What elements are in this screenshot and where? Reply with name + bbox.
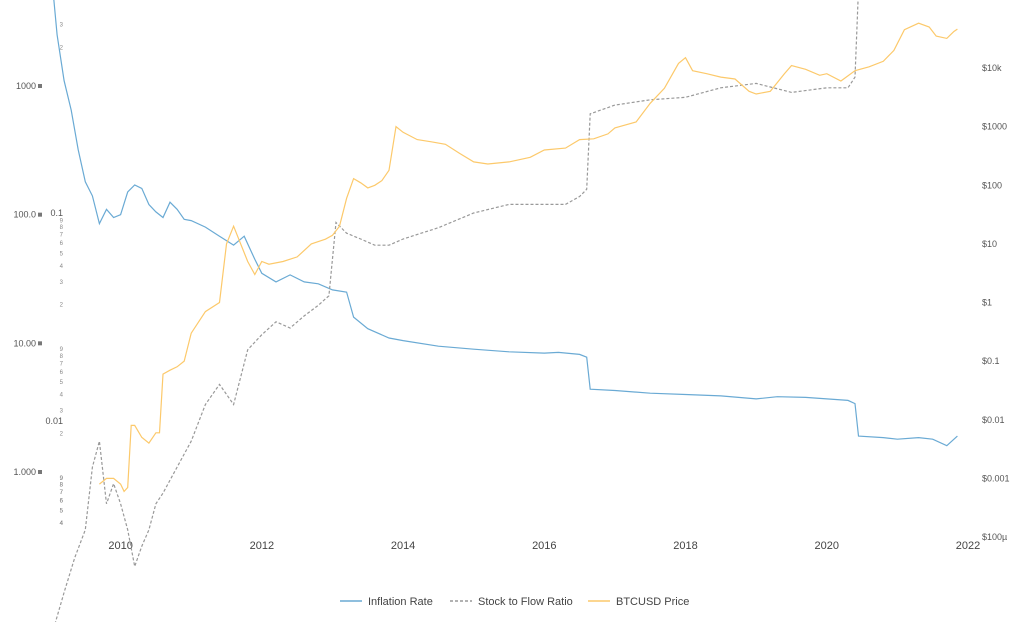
right-tick-label: $100µ — [982, 532, 1007, 542]
x-tick-label: 2010 — [108, 540, 132, 552]
left-minor-tick-label: 2 — [60, 431, 64, 437]
left-minor-tick-label: 9 — [60, 476, 64, 482]
left-tick-label: 1.000 — [13, 467, 36, 477]
left-tick-mark — [38, 84, 42, 88]
right-tick-label: $100 — [982, 180, 1002, 190]
x-tick-label: 2014 — [391, 540, 415, 552]
x-tick-label: 2016 — [532, 540, 556, 552]
left-minor-tick-label: 9 — [60, 347, 64, 353]
left-minor-tick-label: 5 — [60, 509, 64, 515]
left-minor-tick-label: 7 — [60, 233, 64, 239]
left-secondary-tick-label: 0.1 — [50, 208, 63, 218]
left-tick-mark — [38, 341, 42, 346]
left-minor-tick-label: 4 — [60, 393, 64, 399]
x-tick-label: 2022 — [956, 540, 980, 552]
series-line-2 — [99, 22, 958, 493]
right-axis: $10k $1000 $100 $10 $1 $0.1 $0.01 $0.001 $100µ — [982, 63, 1010, 542]
left-axis: 1000100.010.001.000322345678923456789456… — [13, 23, 63, 528]
right-tick-label: $1000 — [982, 122, 1007, 132]
left-minor-tick-label: 3 — [60, 23, 64, 29]
left-minor-tick-label: 4 — [60, 264, 64, 270]
legend-label: BTCUSD Price — [616, 596, 689, 608]
left-minor-tick-label: 4 — [60, 521, 64, 527]
right-tick-label: $0.1 — [982, 356, 1000, 366]
left-tick-label: 1000 — [16, 81, 36, 91]
left-tick-mark — [38, 470, 42, 474]
x-tick-label: 2020 — [815, 540, 839, 552]
legend-label: Stock to Flow Ratio — [478, 596, 573, 608]
left-minor-tick-label: 4 — [60, 521, 64, 527]
left-minor-tick-label: 7 — [60, 490, 64, 496]
x-tick-label: 2018 — [673, 540, 697, 552]
left-minor-tick-label: 9 — [60, 219, 64, 225]
left-minor-tick-label: 9 — [60, 476, 64, 482]
left-tick-label: 10.00 — [13, 338, 36, 348]
right-tick-label: $1 — [982, 298, 992, 308]
series-line-1 — [53, 0, 859, 627]
left-minor-tick-label: 6 — [60, 499, 64, 505]
left-minor-tick-label: 5 — [60, 251, 64, 257]
x-tick-label: 2012 — [250, 540, 274, 552]
left-minor-tick-label: 2 — [60, 303, 64, 309]
left-minor-tick-label: 7 — [60, 490, 64, 496]
right-tick-label: $10k — [982, 63, 1002, 73]
left-minor-tick-label: 8 — [60, 225, 64, 231]
left-tick-label: 100.0 — [13, 210, 36, 220]
left-minor-tick-label: 3 — [60, 280, 64, 286]
right-tick-label: $10 — [982, 239, 997, 249]
legend: Inflation Rate Stock to Flow Ratio BTCUSD … — [340, 596, 689, 608]
left-minor-tick-label: 8 — [60, 482, 64, 488]
left-minor-tick-label: 7 — [60, 361, 64, 367]
left-minor-tick-label: 5 — [60, 380, 64, 386]
left-secondary-tick-label: 0.01 — [45, 416, 63, 426]
left-tick-mark — [38, 212, 42, 217]
right-tick-label: $0.001 — [982, 473, 1010, 483]
left-minor-tick-label: 3 — [60, 409, 64, 415]
series-layer — [53, 0, 958, 627]
left-minor-tick-label: 6 — [60, 499, 64, 505]
x-axis: 2010 2012 2014 2016 2018 2020 2022 — [108, 540, 980, 552]
series-line-0 — [53, 0, 958, 447]
left-minor-tick-label: 6 — [60, 241, 64, 247]
left-minor-tick-label: 2 — [60, 45, 64, 51]
left-minor-tick-label: 5 — [60, 509, 64, 515]
left-minor-tick-label: 8 — [60, 354, 64, 360]
left-minor-tick-label: 8 — [60, 482, 64, 488]
left-minor-tick-label: 6 — [60, 370, 64, 376]
right-tick-label: $0.01 — [982, 415, 1005, 425]
legend-label: Inflation Rate — [368, 596, 433, 608]
